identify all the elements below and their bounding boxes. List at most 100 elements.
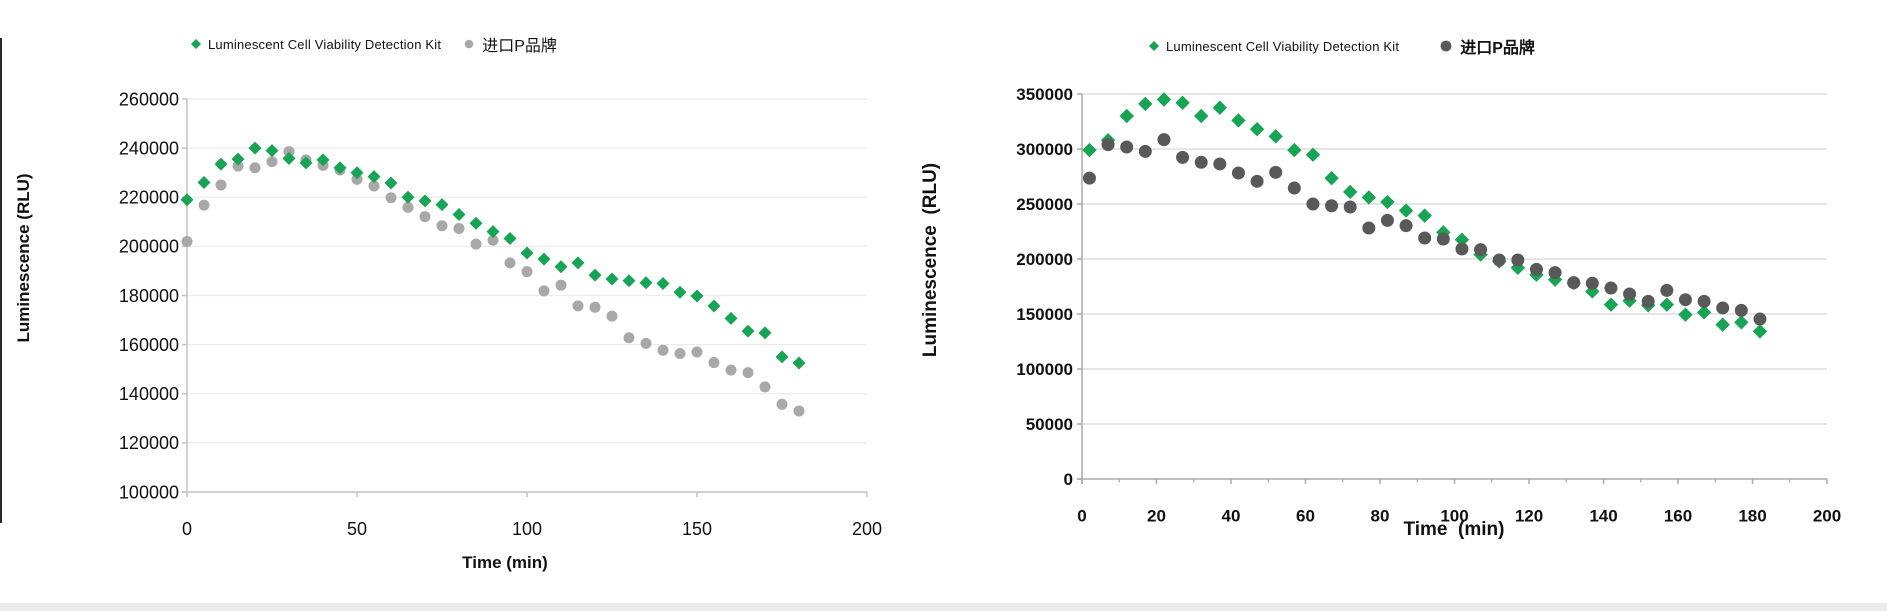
x-tick-label: 150 bbox=[682, 519, 712, 539]
data-point bbox=[1398, 203, 1414, 218]
data-point bbox=[350, 166, 364, 180]
data-point bbox=[759, 381, 771, 393]
legend-left: Luminescent Cell Viability Detection Kit… bbox=[190, 32, 557, 56]
legend-right: Luminescent Cell Viability Detection Kit… bbox=[1148, 34, 1535, 58]
data-point bbox=[418, 194, 432, 208]
data-point bbox=[1603, 297, 1619, 312]
data-point bbox=[1734, 315, 1749, 330]
data-point bbox=[571, 256, 585, 270]
data-point bbox=[1454, 232, 1470, 247]
y-tick-label: 100000 bbox=[1016, 360, 1073, 379]
data-point bbox=[656, 276, 670, 290]
data-point bbox=[792, 356, 806, 370]
data-point bbox=[1343, 200, 1357, 214]
data-point bbox=[707, 299, 721, 313]
x-tick-label: 160 bbox=[1664, 506, 1692, 525]
y-tick-label: 300000 bbox=[1016, 140, 1073, 159]
data-point bbox=[1156, 92, 1172, 107]
data-point bbox=[1175, 95, 1190, 110]
data-point bbox=[1212, 100, 1228, 115]
data-point bbox=[232, 160, 244, 172]
y-tick-label: 160000 bbox=[119, 335, 179, 355]
y-axis-title-left: Luminescence (RLU) bbox=[14, 173, 33, 343]
data-point bbox=[333, 161, 347, 175]
data-point bbox=[231, 152, 245, 166]
data-point bbox=[1324, 170, 1339, 186]
data-point bbox=[1715, 317, 1730, 332]
data-point bbox=[1678, 307, 1693, 322]
data-point bbox=[606, 310, 618, 322]
data-point bbox=[1436, 232, 1450, 246]
y-tick-label: 350000 bbox=[1016, 85, 1073, 104]
data-point bbox=[385, 192, 397, 204]
data-point bbox=[725, 364, 737, 376]
y-tick-label: 50000 bbox=[1026, 415, 1073, 434]
legend-label: 进口P品牌 bbox=[1460, 40, 1535, 57]
data-point bbox=[776, 398, 788, 410]
data-point bbox=[1306, 197, 1320, 211]
data-point bbox=[181, 235, 193, 247]
data-point bbox=[742, 367, 754, 379]
x-tick-label: 200 bbox=[1813, 506, 1841, 525]
data-point bbox=[1660, 283, 1674, 297]
data-point bbox=[1399, 219, 1413, 233]
data-point bbox=[1249, 122, 1265, 137]
data-point bbox=[538, 285, 550, 297]
x-tick-label: 120 bbox=[1515, 506, 1543, 525]
data-point bbox=[1194, 108, 1209, 124]
data-point bbox=[435, 198, 449, 212]
y-axis-title-right: Luminescence (RLU) bbox=[920, 162, 941, 358]
data-point bbox=[521, 266, 533, 278]
data-point bbox=[1176, 150, 1190, 164]
x-tick-label: 140 bbox=[1589, 506, 1617, 525]
data-point bbox=[1380, 213, 1394, 227]
data-point bbox=[401, 190, 415, 204]
y-tick-label: 180000 bbox=[119, 286, 179, 306]
legend-item-pbrand-right: 进口P品牌 bbox=[1439, 34, 1535, 58]
data-point bbox=[1623, 287, 1637, 301]
y-tick-label: 260000 bbox=[119, 89, 179, 109]
y-tick-label: 120000 bbox=[119, 433, 179, 453]
data-point bbox=[674, 347, 686, 359]
x-axis-title-left: Time (min) bbox=[462, 553, 548, 572]
data-point bbox=[368, 180, 380, 192]
data-point bbox=[1305, 147, 1321, 162]
y-tick-label: 220000 bbox=[119, 188, 179, 208]
y-tick-label: 250000 bbox=[1016, 195, 1073, 214]
data-point bbox=[1101, 138, 1115, 152]
data-point bbox=[690, 289, 704, 303]
data-point bbox=[1343, 184, 1358, 200]
data-point bbox=[555, 279, 567, 291]
data-point bbox=[503, 232, 517, 246]
circle-icon bbox=[1440, 40, 1452, 52]
data-point bbox=[1474, 243, 1488, 257]
data-point bbox=[1082, 142, 1097, 158]
legend-label: Luminescent Cell Viability Detection Kit bbox=[208, 36, 442, 52]
data-point bbox=[470, 238, 482, 250]
data-point bbox=[316, 153, 330, 167]
data-point bbox=[1529, 262, 1543, 276]
data-point bbox=[639, 276, 653, 290]
data-point bbox=[367, 170, 381, 184]
data-point bbox=[1492, 253, 1506, 267]
data-point bbox=[402, 201, 414, 213]
data-point bbox=[622, 274, 636, 288]
data-point bbox=[384, 176, 398, 190]
data-point bbox=[265, 144, 279, 158]
y-tick-label: 150000 bbox=[1016, 305, 1073, 324]
data-point bbox=[1231, 166, 1245, 180]
data-point bbox=[1120, 140, 1134, 154]
y-tick-label: 200000 bbox=[119, 237, 179, 257]
data-point bbox=[1325, 199, 1339, 213]
diamond-icon bbox=[191, 39, 201, 49]
data-point bbox=[1604, 281, 1618, 295]
x-tick-label: 100 bbox=[512, 519, 542, 539]
data-point bbox=[1287, 142, 1302, 158]
data-point bbox=[215, 179, 227, 191]
data-point bbox=[708, 357, 720, 369]
data-point bbox=[1696, 305, 1712, 320]
data-point bbox=[537, 252, 551, 266]
data-point bbox=[572, 300, 584, 312]
